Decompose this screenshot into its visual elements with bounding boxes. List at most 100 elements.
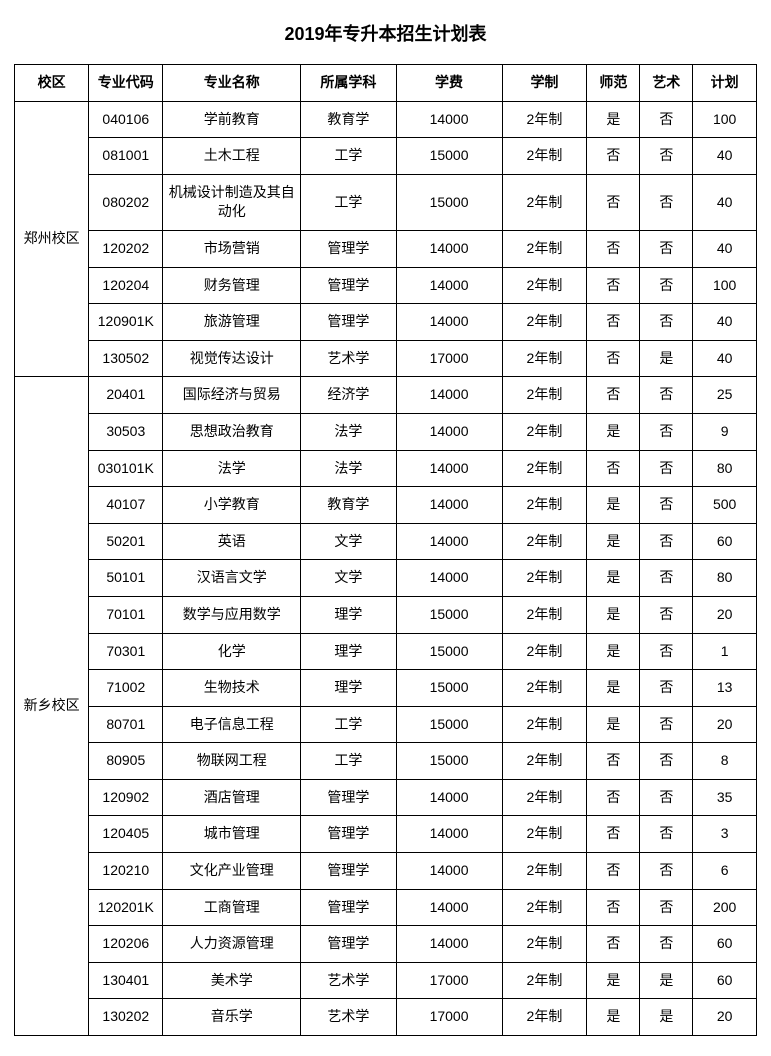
- col-code: 专业代码: [89, 65, 163, 102]
- cell-duration: 2年制: [502, 670, 587, 707]
- table-row: 081001土木工程工学150002年制否否40: [15, 138, 757, 175]
- table-row: 50201英语文学140002年制是否60: [15, 523, 757, 560]
- cell-art: 否: [640, 523, 693, 560]
- table-row: 80905物联网工程工学150002年制否否8: [15, 743, 757, 780]
- cell-fee: 14000: [396, 889, 502, 926]
- cell-major: 美术学: [163, 962, 301, 999]
- table-row: 71002生物技术理学150002年制是否13: [15, 670, 757, 707]
- cell-shifan: 是: [587, 999, 640, 1036]
- cell-duration: 2年制: [502, 816, 587, 853]
- cell-duration: 2年制: [502, 560, 587, 597]
- cell-subject: 教育学: [301, 101, 396, 138]
- cell-art: 否: [640, 304, 693, 341]
- cell-duration: 2年制: [502, 999, 587, 1036]
- cell-subject: 文学: [301, 560, 396, 597]
- cell-fee: 14000: [396, 816, 502, 853]
- table-row: 40107小学教育教育学140002年制是否500: [15, 487, 757, 524]
- table-row: 080202机械设计制造及其自动化工学150002年制否否40: [15, 174, 757, 230]
- cell-duration: 2年制: [502, 413, 587, 450]
- table-row: 50101汉语言文学文学140002年制是否80: [15, 560, 757, 597]
- cell-subject: 文学: [301, 523, 396, 560]
- cell-major: 旅游管理: [163, 304, 301, 341]
- table-row: 30503思想政治教育法学140002年制是否9: [15, 413, 757, 450]
- cell-fee: 15000: [396, 174, 502, 230]
- cell-major: 人力资源管理: [163, 926, 301, 963]
- cell-subject: 理学: [301, 633, 396, 670]
- cell-subject: 管理学: [301, 853, 396, 890]
- cell-plan: 1: [693, 633, 757, 670]
- cell-subject: 工学: [301, 174, 396, 230]
- cell-shifan: 否: [587, 340, 640, 377]
- table-row: 120206人力资源管理管理学140002年制否否60: [15, 926, 757, 963]
- cell-plan: 100: [693, 267, 757, 304]
- cell-duration: 2年制: [502, 340, 587, 377]
- cell-fee: 15000: [396, 706, 502, 743]
- cell-shifan: 是: [587, 560, 640, 597]
- cell-code: 70101: [89, 596, 163, 633]
- cell-art: 否: [640, 779, 693, 816]
- cell-art: 否: [640, 743, 693, 780]
- cell-code: 20401: [89, 377, 163, 414]
- cell-major: 文化产业管理: [163, 853, 301, 890]
- cell-subject: 管理学: [301, 304, 396, 341]
- cell-subject: 艺术学: [301, 999, 396, 1036]
- cell-shifan: 是: [587, 596, 640, 633]
- cell-fee: 14000: [396, 267, 502, 304]
- cell-major: 学前教育: [163, 101, 301, 138]
- cell-fee: 17000: [396, 999, 502, 1036]
- cell-code: 030101K: [89, 450, 163, 487]
- cell-shifan: 否: [587, 889, 640, 926]
- cell-duration: 2年制: [502, 523, 587, 560]
- table-row: 郑州校区040106学前教育教育学140002年制是否100: [15, 101, 757, 138]
- cell-code: 120202: [89, 230, 163, 267]
- cell-shifan: 否: [587, 816, 640, 853]
- table-row: 120202市场营销管理学140002年制否否40: [15, 230, 757, 267]
- cell-art: 否: [640, 267, 693, 304]
- cell-duration: 2年制: [502, 267, 587, 304]
- cell-major: 工商管理: [163, 889, 301, 926]
- cell-plan: 40: [693, 174, 757, 230]
- cell-duration: 2年制: [502, 743, 587, 780]
- cell-code: 120201K: [89, 889, 163, 926]
- cell-plan: 6: [693, 853, 757, 890]
- cell-art: 是: [640, 962, 693, 999]
- cell-code: 130502: [89, 340, 163, 377]
- table-row: 130202音乐学艺术学170002年制是是20: [15, 999, 757, 1036]
- cell-duration: 2年制: [502, 174, 587, 230]
- cell-plan: 20: [693, 706, 757, 743]
- cell-duration: 2年制: [502, 377, 587, 414]
- cell-subject: 经济学: [301, 377, 396, 414]
- table-row: 120201K工商管理管理学140002年制否否200: [15, 889, 757, 926]
- cell-fee: 14000: [396, 101, 502, 138]
- cell-shifan: 否: [587, 230, 640, 267]
- cell-art: 否: [640, 816, 693, 853]
- cell-shifan: 是: [587, 670, 640, 707]
- cell-shifan: 是: [587, 101, 640, 138]
- cell-plan: 40: [693, 138, 757, 175]
- cell-art: 否: [640, 230, 693, 267]
- cell-major: 法学: [163, 450, 301, 487]
- cell-shifan: 是: [587, 633, 640, 670]
- cell-code: 081001: [89, 138, 163, 175]
- table-row: 120210文化产业管理管理学140002年制否否6: [15, 853, 757, 890]
- table-body: 郑州校区040106学前教育教育学140002年制是否100081001土木工程…: [15, 101, 757, 1035]
- cell-art: 否: [640, 377, 693, 414]
- cell-major: 物联网工程: [163, 743, 301, 780]
- col-subject: 所属学科: [301, 65, 396, 102]
- cell-plan: 9: [693, 413, 757, 450]
- cell-art: 否: [640, 889, 693, 926]
- cell-major: 汉语言文学: [163, 560, 301, 597]
- cell-major: 生物技术: [163, 670, 301, 707]
- cell-fee: 14000: [396, 487, 502, 524]
- cell-code: 130401: [89, 962, 163, 999]
- cell-code: 70301: [89, 633, 163, 670]
- cell-duration: 2年制: [502, 487, 587, 524]
- cell-fee: 14000: [396, 304, 502, 341]
- cell-shifan: 是: [587, 523, 640, 560]
- cell-major: 土木工程: [163, 138, 301, 175]
- cell-plan: 40: [693, 340, 757, 377]
- cell-code: 71002: [89, 670, 163, 707]
- cell-shifan: 否: [587, 450, 640, 487]
- table-row: 030101K法学法学140002年制否否80: [15, 450, 757, 487]
- cell-shifan: 否: [587, 138, 640, 175]
